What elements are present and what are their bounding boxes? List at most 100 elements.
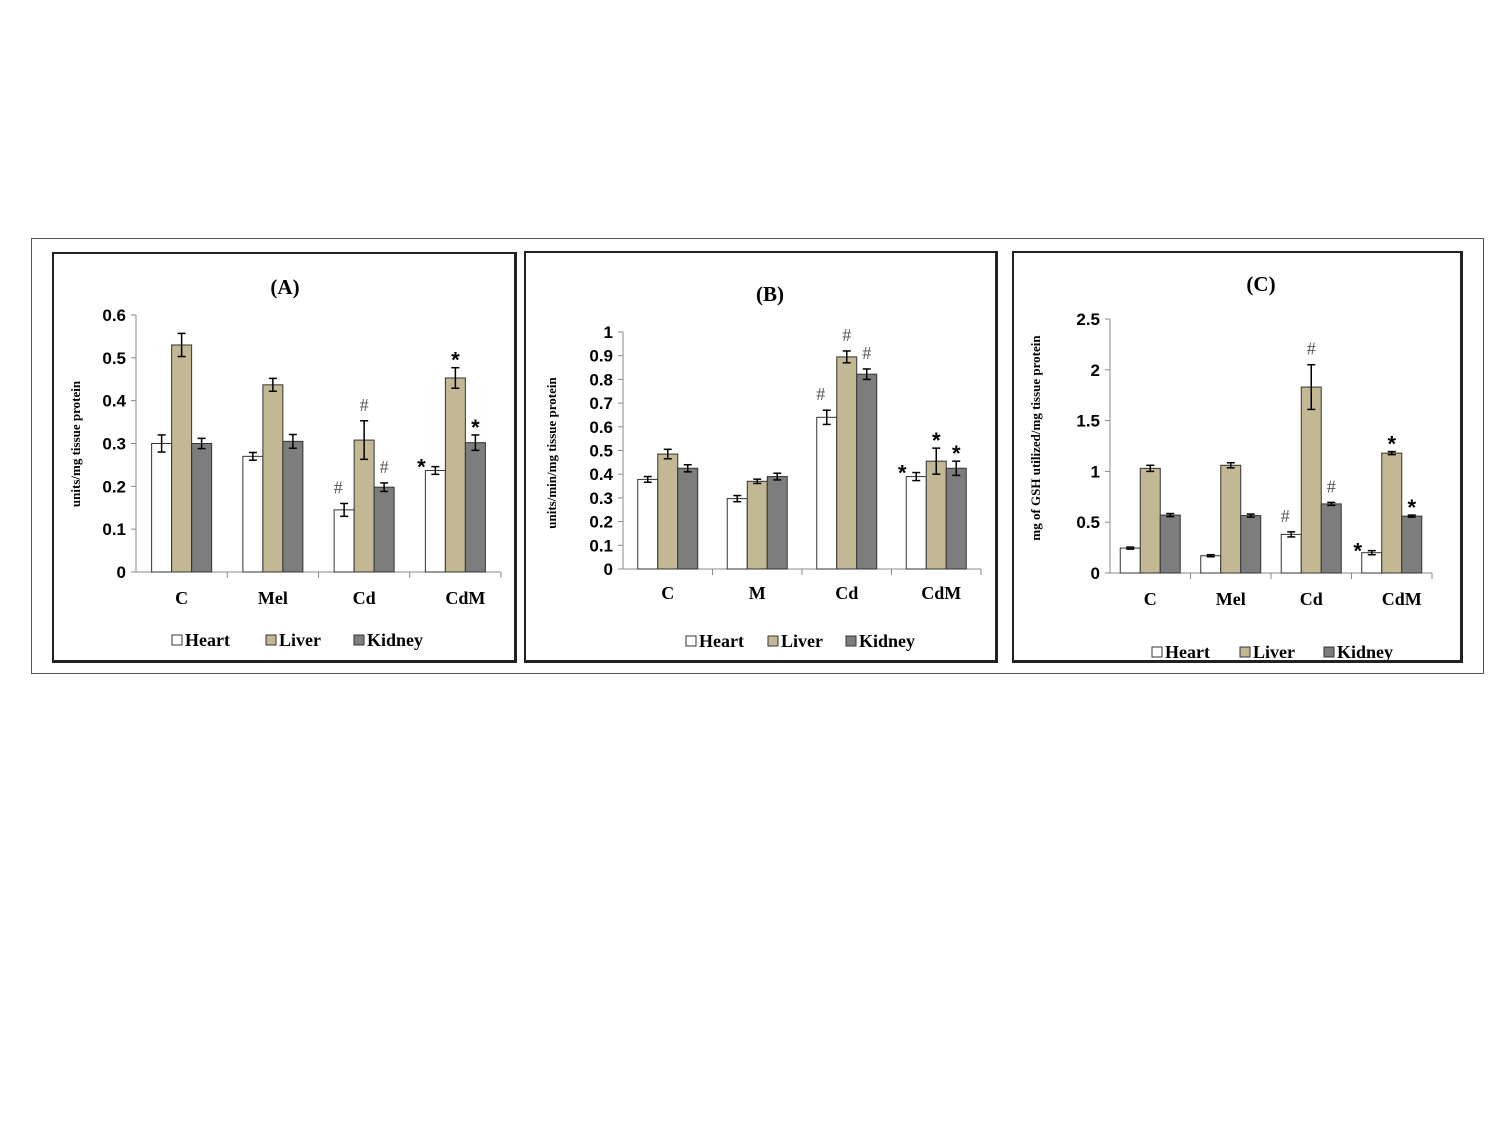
bar-kidney bbox=[1401, 515, 1423, 574]
y-tick-label: 0.4 bbox=[102, 392, 126, 411]
significance-star: * bbox=[417, 455, 426, 480]
legend-label-kidney: Kidney bbox=[1337, 642, 1393, 661]
legend-label-liver: Liver bbox=[1253, 642, 1295, 661]
y-axis-label: units/min/mg tissue protein bbox=[544, 377, 559, 529]
chart-panel-a: (A) units/mg tissue protein 0 0.1 0.2 0.3 0.4 0… bbox=[52, 252, 517, 663]
legend-label-heart: Heart bbox=[185, 630, 230, 650]
y-axis-label: mg of GSH utilized/mg tissue protein bbox=[1028, 335, 1043, 541]
category-label: Cd bbox=[1300, 589, 1323, 609]
bar-kidney bbox=[1159, 514, 1181, 574]
legend-label-heart: Heart bbox=[699, 631, 744, 651]
y-tick-label: 1 bbox=[1091, 462, 1100, 481]
bar-heart bbox=[242, 455, 264, 573]
legend-label-kidney: Kidney bbox=[859, 631, 915, 651]
bar-heart bbox=[816, 416, 838, 570]
y-tick-label: 0.7 bbox=[589, 394, 613, 413]
y-tick-label: 0.5 bbox=[102, 349, 126, 368]
category-label: C bbox=[175, 588, 188, 608]
significance-hash: # bbox=[334, 477, 343, 497]
bar-liver bbox=[1381, 452, 1403, 574]
significance-hash: # bbox=[1281, 506, 1290, 526]
category-label: Mel bbox=[258, 588, 288, 608]
legend-label-liver: Liver bbox=[279, 630, 321, 650]
legend-swatch-kidney bbox=[1323, 646, 1335, 658]
significance-hash: # bbox=[1327, 476, 1336, 496]
significance-hash: # bbox=[380, 457, 389, 477]
category-label: Cd bbox=[353, 588, 376, 608]
bar-liver bbox=[836, 356, 858, 570]
y-tick-label: 1.5 bbox=[1076, 412, 1100, 431]
bar-heart bbox=[1280, 533, 1302, 574]
bar-heart bbox=[1119, 547, 1141, 574]
y-tick-label: 0.3 bbox=[589, 489, 613, 508]
y-tick-label: 0.1 bbox=[102, 520, 126, 539]
chart-title: (C) bbox=[1246, 272, 1275, 296]
significance-hash: # bbox=[1307, 339, 1316, 359]
category-label: Mel bbox=[1216, 589, 1246, 609]
y-tick-label: 0.5 bbox=[589, 442, 613, 461]
bar-liver bbox=[1139, 467, 1161, 574]
bar-kidney bbox=[1240, 515, 1262, 574]
chart-title: (B) bbox=[756, 282, 784, 306]
chart-c-svg: (C) mg of GSH utilized/mg tissue protein 0… bbox=[1028, 272, 1433, 661]
y-tick-label: 0.8 bbox=[589, 370, 613, 389]
bar-kidney bbox=[373, 486, 395, 573]
category-label: CdM bbox=[445, 588, 485, 608]
bar-liver bbox=[262, 384, 284, 573]
legend-swatch-kidney bbox=[845, 635, 857, 647]
significance-star: * bbox=[1387, 432, 1396, 457]
bar-liver bbox=[1300, 386, 1322, 574]
bar-kidney bbox=[464, 442, 486, 573]
y-tick-label: 0.1 bbox=[589, 536, 613, 555]
bar-kidney bbox=[282, 440, 304, 573]
bar-heart bbox=[1361, 552, 1383, 574]
category-label: Cd bbox=[835, 583, 858, 603]
legend-swatch-liver bbox=[265, 634, 277, 646]
y-tick-label: 0.6 bbox=[589, 418, 613, 437]
category-label: C bbox=[1144, 589, 1157, 609]
significance-hash: # bbox=[862, 343, 871, 363]
bar-liver bbox=[444, 377, 466, 573]
legend-label-kidney: Kidney bbox=[367, 630, 423, 650]
legend-swatch-heart bbox=[685, 635, 697, 647]
bar-kidney bbox=[856, 373, 878, 570]
bar-liver bbox=[657, 453, 679, 570]
chart-panel-c: (C) mg of GSH utilized/mg tissue protein 0… bbox=[1012, 251, 1463, 663]
significance-star: * bbox=[1353, 539, 1362, 564]
legend-swatch-heart bbox=[1151, 646, 1163, 658]
bar-heart bbox=[424, 469, 446, 573]
bar-liver bbox=[1220, 464, 1242, 574]
legend-label-liver: Liver bbox=[781, 631, 823, 651]
bar-liver bbox=[746, 480, 768, 570]
significance-star: * bbox=[952, 441, 961, 466]
y-tick-label: 1 bbox=[604, 323, 613, 342]
y-tick-label: 0.4 bbox=[589, 465, 613, 484]
bar-heart bbox=[905, 476, 927, 570]
bar-kidney bbox=[191, 443, 213, 573]
significance-hash: # bbox=[360, 395, 369, 415]
bar-heart bbox=[1200, 555, 1222, 574]
bar-heart bbox=[333, 509, 355, 573]
bar-kidney bbox=[945, 467, 967, 570]
bar-liver bbox=[925, 460, 947, 570]
bar-kidney bbox=[766, 476, 788, 570]
significance-hash: # bbox=[816, 384, 825, 404]
bar-heart bbox=[637, 478, 659, 570]
y-tick-label: 0.5 bbox=[1076, 513, 1100, 532]
chart-b-svg: (B) units/min/mg tissue protein 0 0.1 0.2 0.3… bbox=[544, 282, 982, 651]
y-tick-label: 0.3 bbox=[102, 435, 126, 454]
y-tick-label: 0.9 bbox=[589, 347, 613, 366]
legend-swatch-heart bbox=[171, 634, 183, 646]
bar-kidney bbox=[677, 467, 699, 570]
significance-star: * bbox=[1407, 495, 1416, 520]
bar-heart bbox=[151, 443, 173, 573]
legend-label-heart: Heart bbox=[1165, 642, 1210, 661]
bar-heart bbox=[726, 498, 748, 570]
bar-liver bbox=[171, 344, 193, 573]
category-label: CdM bbox=[921, 583, 961, 603]
category-label: C bbox=[661, 583, 674, 603]
significance-star: * bbox=[932, 428, 941, 453]
y-axis-label: units/mg tissue protein bbox=[68, 380, 83, 507]
y-tick-label: 0.2 bbox=[102, 477, 126, 496]
y-tick-label: 0.6 bbox=[102, 306, 126, 325]
